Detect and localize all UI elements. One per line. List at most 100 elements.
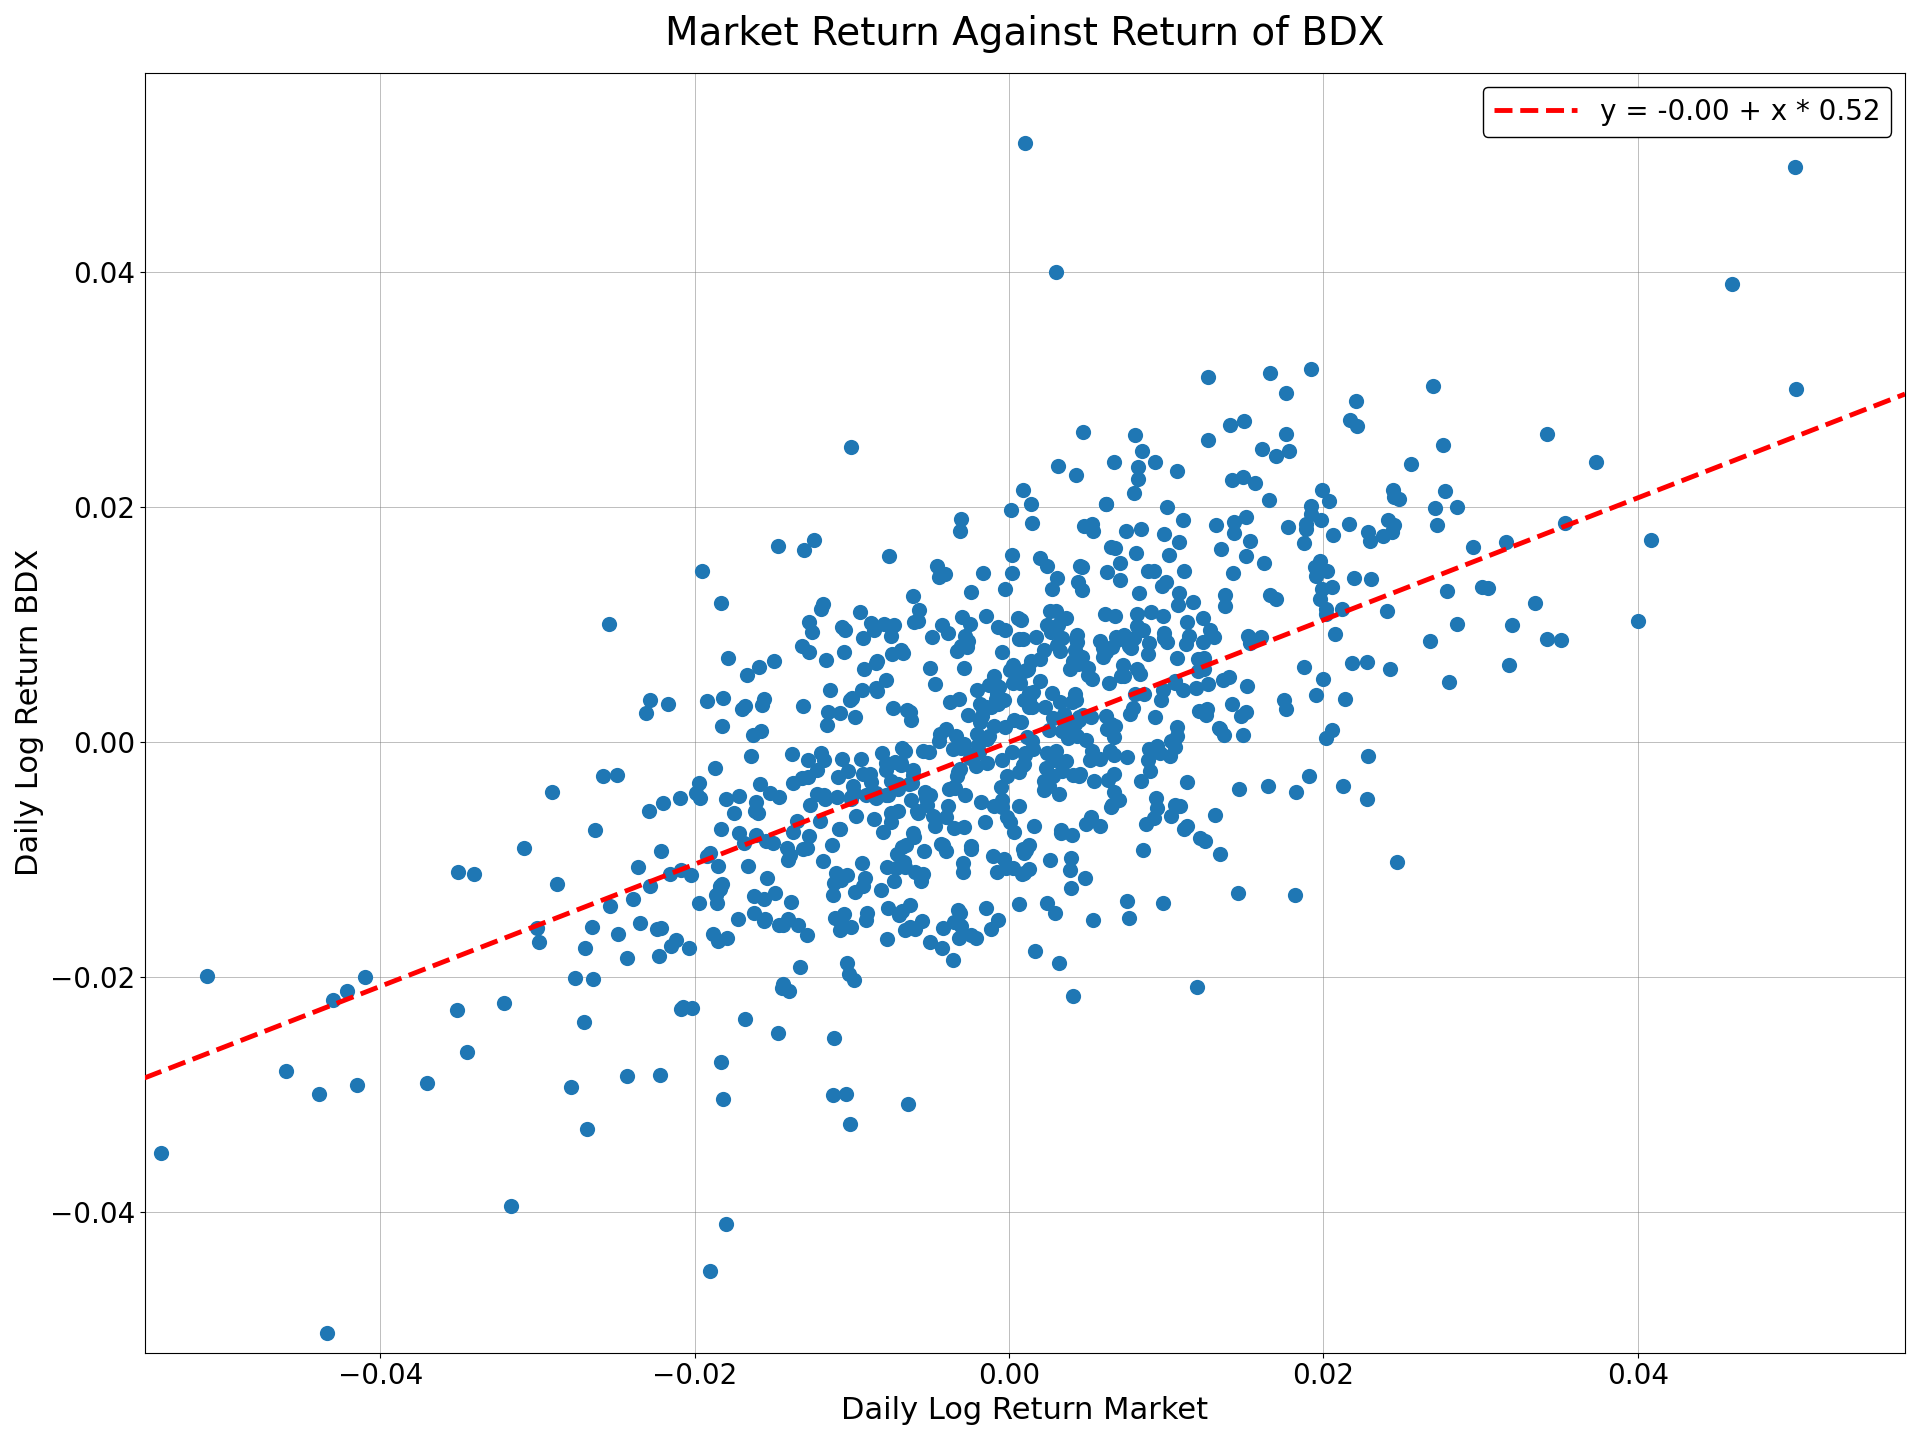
Point: [983, 675, 1014, 698]
Point: [866, 742, 897, 765]
Point: [1210, 724, 1240, 747]
Point: [1092, 560, 1123, 583]
Point: [568, 1009, 599, 1032]
Point: [1490, 531, 1521, 554]
Point: [1135, 737, 1165, 760]
Point: [910, 780, 941, 804]
Point: [1271, 382, 1302, 405]
Point: [1421, 514, 1452, 537]
Point: [743, 801, 774, 824]
Point: [891, 834, 922, 857]
Point: [1384, 488, 1415, 511]
Point: [1248, 552, 1279, 575]
Point: [1148, 622, 1179, 645]
Point: [820, 906, 851, 929]
Point: [918, 625, 948, 648]
Point: [872, 752, 902, 775]
Point: [764, 785, 795, 808]
Point: [818, 883, 849, 906]
Point: [1380, 851, 1411, 874]
Point: [981, 683, 1012, 706]
Legend: y = -0.00 + x * 0.52: y = -0.00 + x * 0.52: [1482, 86, 1891, 137]
Point: [979, 714, 1010, 737]
Point: [979, 793, 1010, 816]
Point: [947, 605, 977, 628]
Point: [1296, 503, 1327, 526]
Point: [787, 635, 818, 658]
Point: [1119, 482, 1150, 505]
Point: [1208, 670, 1238, 693]
Point: [1010, 838, 1041, 861]
Point: [824, 818, 854, 841]
Point: [1231, 700, 1261, 723]
Point: [831, 759, 862, 782]
Point: [852, 901, 883, 924]
Point: [1116, 636, 1146, 660]
Point: [1498, 613, 1528, 636]
Point: [758, 649, 789, 672]
Point: [1046, 626, 1077, 649]
Point: [899, 825, 929, 848]
Point: [860, 652, 891, 675]
Point: [647, 791, 678, 814]
Point: [1014, 681, 1044, 704]
Point: [749, 910, 780, 933]
Point: [1156, 805, 1187, 828]
Point: [1306, 508, 1336, 531]
Point: [943, 639, 973, 662]
Point: [1415, 629, 1446, 652]
Point: [1037, 577, 1068, 600]
Point: [1035, 848, 1066, 871]
Point: [699, 756, 730, 779]
Point: [708, 687, 739, 710]
Point: [899, 759, 929, 782]
Point: [1152, 495, 1183, 518]
Point: [1246, 438, 1277, 461]
Point: [1338, 567, 1369, 590]
Point: [981, 860, 1012, 883]
Point: [828, 641, 858, 664]
Point: [1340, 389, 1371, 412]
Point: [1089, 647, 1119, 670]
Point: [851, 867, 881, 890]
Point: [893, 1093, 924, 1116]
Point: [1077, 909, 1108, 932]
Point: [1162, 459, 1192, 482]
Point: [1056, 824, 1087, 847]
Point: [1064, 706, 1094, 729]
Point: [618, 888, 649, 912]
Point: [1102, 628, 1133, 651]
Point: [1018, 814, 1048, 837]
Point: [1308, 668, 1338, 691]
Point: [1217, 511, 1248, 534]
Point: [820, 861, 851, 884]
Point: [835, 786, 866, 809]
Point: [739, 799, 770, 822]
Point: [879, 613, 910, 636]
Point: [1069, 516, 1100, 539]
Point: [451, 1040, 482, 1063]
Point: [1181, 677, 1212, 700]
Point: [1056, 690, 1087, 713]
Point: [776, 844, 806, 867]
Point: [762, 534, 793, 557]
Point: [795, 824, 826, 847]
Point: [849, 874, 879, 897]
Point: [1068, 704, 1098, 727]
Point: [758, 831, 789, 854]
Point: [664, 786, 695, 809]
Point: [735, 744, 766, 768]
Point: [413, 1071, 444, 1094]
Point: [925, 832, 956, 855]
Point: [755, 782, 785, 805]
Point: [1010, 742, 1041, 765]
Point: [1181, 975, 1212, 998]
Point: [891, 698, 922, 721]
Point: [1167, 678, 1198, 701]
Point: [803, 783, 833, 806]
Point: [1317, 576, 1348, 599]
Point: [1162, 593, 1192, 616]
Point: [818, 1027, 849, 1050]
Point: [1062, 724, 1092, 747]
Point: [962, 927, 993, 950]
